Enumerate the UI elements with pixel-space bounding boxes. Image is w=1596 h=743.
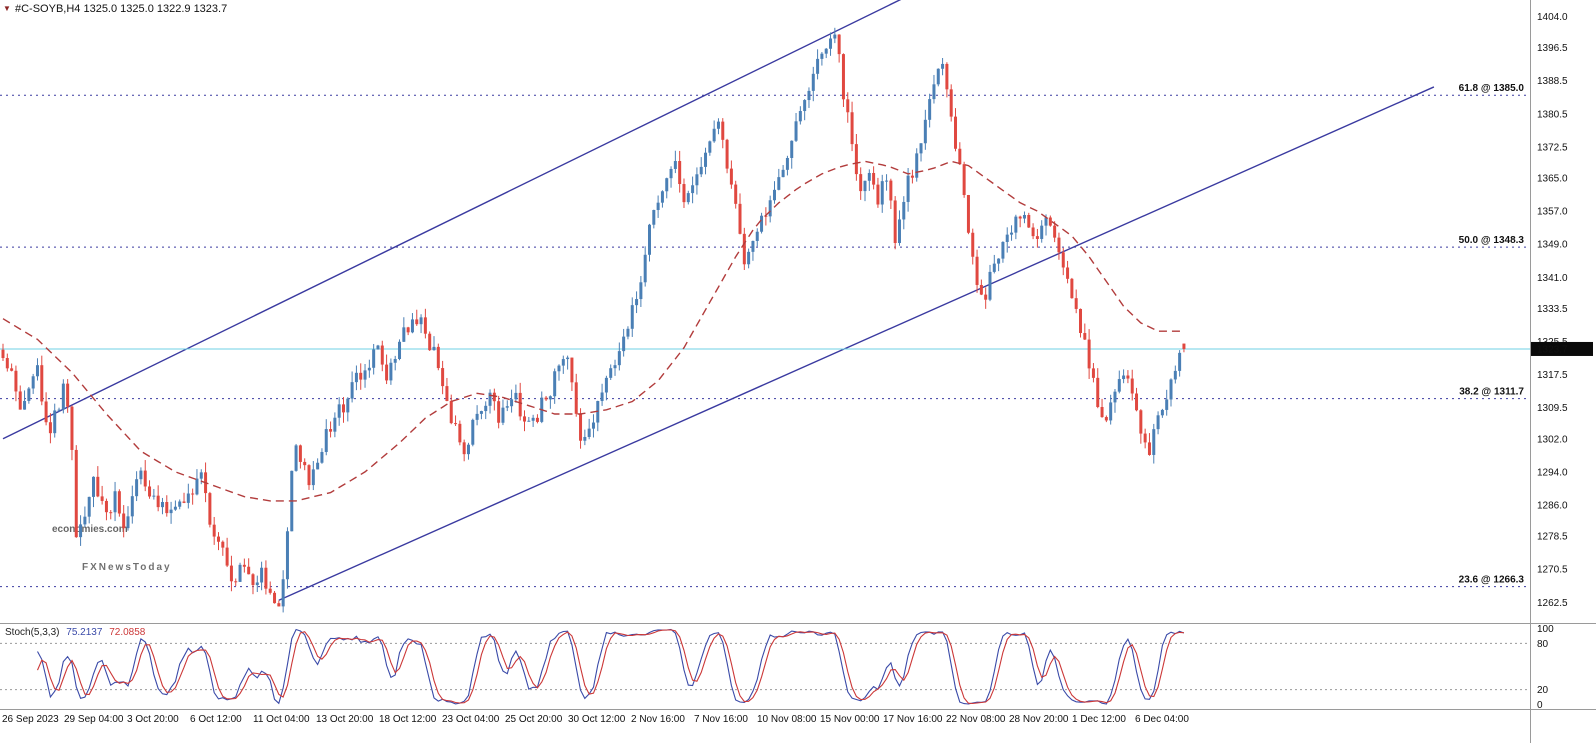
- stochastic-panel[interactable]: [0, 628, 1530, 705]
- price-tick-label: 1341.0: [1537, 273, 1568, 284]
- time-axis[interactable]: 26 Sep 2023 29 Sep 04:00 3 Oct 20:00 6 Oct …: [2, 714, 1189, 725]
- time-tick-label: 23 Oct 04:00: [442, 714, 500, 725]
- indicator-label: Stoch(5,3,3) 75.2137 72.0858: [5, 627, 145, 638]
- fib-label: 61.8 @ 1385.0: [1459, 83, 1525, 94]
- current-price-value: 1323.7: [1537, 344, 1568, 355]
- stoch-signal-line: [36, 629, 1184, 705]
- price-tick-label: 1262.5: [1537, 598, 1568, 609]
- time-tick-label: 15 Nov 00:00: [820, 714, 880, 725]
- price-tick-label: 1302.0: [1537, 434, 1568, 445]
- price-tick-label: 1270.5: [1537, 565, 1568, 576]
- stoch-tick-label: 20: [1537, 685, 1549, 696]
- chevron-down-icon[interactable]: ▼: [3, 4, 11, 13]
- time-tick-label: 18 Oct 12:00: [379, 714, 437, 725]
- time-tick-label: 26 Sep 2023: [2, 714, 59, 725]
- moving-average-line: [2, 160, 1184, 502]
- price-tick-label: 1404.0: [1537, 12, 1568, 23]
- time-tick-label: 17 Nov 16:00: [883, 714, 943, 725]
- price-tick-label: 1309.5: [1537, 403, 1568, 414]
- price-tick-label: 1357.0: [1537, 207, 1568, 218]
- fib-retracement-layer: 61.8 @ 1385.0 50.0 @ 1348.3 38.2 @ 1311.7 2…: [0, 83, 1530, 588]
- indicator-name: Stoch(5,3,3): [5, 627, 60, 638]
- price-tick-label: 1365.0: [1537, 174, 1568, 185]
- price-tick-label: 1396.5: [1537, 43, 1568, 54]
- time-tick-label: 25 Oct 20:00: [505, 714, 563, 725]
- time-tick-label: 3 Oct 20:00: [127, 714, 179, 725]
- price-tick-label: 1333.5: [1537, 304, 1568, 315]
- time-tick-label: 22 Nov 08:00: [946, 714, 1006, 725]
- stoch-main-line: [37, 628, 1185, 705]
- time-tick-label: 2 Nov 16:00: [631, 714, 685, 725]
- symbol-ohlc-label: #C-SOYB,H4 1325.0 1325.0 1322.9 1323.7: [15, 3, 227, 15]
- time-tick-label: 6 Oct 12:00: [190, 714, 242, 725]
- time-tick-label: 13 Oct 20:00: [316, 714, 374, 725]
- fib-label: 50.0 @ 1348.3: [1459, 235, 1525, 246]
- time-tick-label: 7 Nov 16:00: [694, 714, 748, 725]
- indicator-main-value: 75.2137: [66, 627, 103, 638]
- candlesticks-layer: [1, 27, 1186, 613]
- price-tick-label: 1286.0: [1537, 501, 1568, 512]
- time-tick-label: 1 Dec 12:00: [1072, 714, 1126, 725]
- fib-label: 23.6 @ 1266.3: [1459, 575, 1525, 586]
- price-tick-label: 1317.5: [1537, 370, 1568, 381]
- stoch-tick-label: 100: [1537, 624, 1554, 635]
- price-axis[interactable]: 1404.0 1396.5 1388.5 1380.5 1372.5 1365.0 1357…: [1537, 12, 1568, 609]
- price-tick-label: 1372.5: [1537, 142, 1568, 153]
- watermark: economies.com FXNewsToday: [52, 524, 172, 573]
- price-tick-label: 1388.5: [1537, 76, 1568, 87]
- fib-label: 38.2 @ 1311.7: [1459, 387, 1524, 398]
- symbol-ohlc-text: #C-SOYB,H4 1325.0 1325.0 1322.9 1323.7: [15, 3, 228, 15]
- watermark-line2: FXNewsToday: [82, 562, 172, 573]
- time-tick-label: 10 Nov 08:00: [757, 714, 817, 725]
- stoch-tick-label: 0: [1537, 700, 1543, 711]
- time-tick-label: 29 Sep 04:00: [64, 714, 124, 725]
- indicator-signal-value: 72.0858: [109, 627, 146, 638]
- price-tick-label: 1380.5: [1537, 109, 1568, 120]
- time-tick-label: 6 Dec 04:00: [1135, 714, 1189, 725]
- time-tick-label: 28 Nov 20:00: [1009, 714, 1069, 725]
- watermark-line1: economies.com: [52, 524, 128, 535]
- time-tick-label: 11 Oct 04:00: [253, 714, 310, 725]
- price-tick-label: 1278.5: [1537, 532, 1568, 543]
- time-tick-label: 30 Oct 12:00: [568, 714, 626, 725]
- price-tick-label: 1294.0: [1537, 467, 1568, 478]
- price-tick-label: 1349.0: [1537, 240, 1568, 251]
- stoch-axis[interactable]: 100 80 20 0: [1537, 624, 1554, 711]
- stoch-tick-label: 80: [1537, 639, 1549, 650]
- trend-channel-lines: [2, 0, 1435, 601]
- current-price-tag: 1323.7: [1531, 341, 1593, 356]
